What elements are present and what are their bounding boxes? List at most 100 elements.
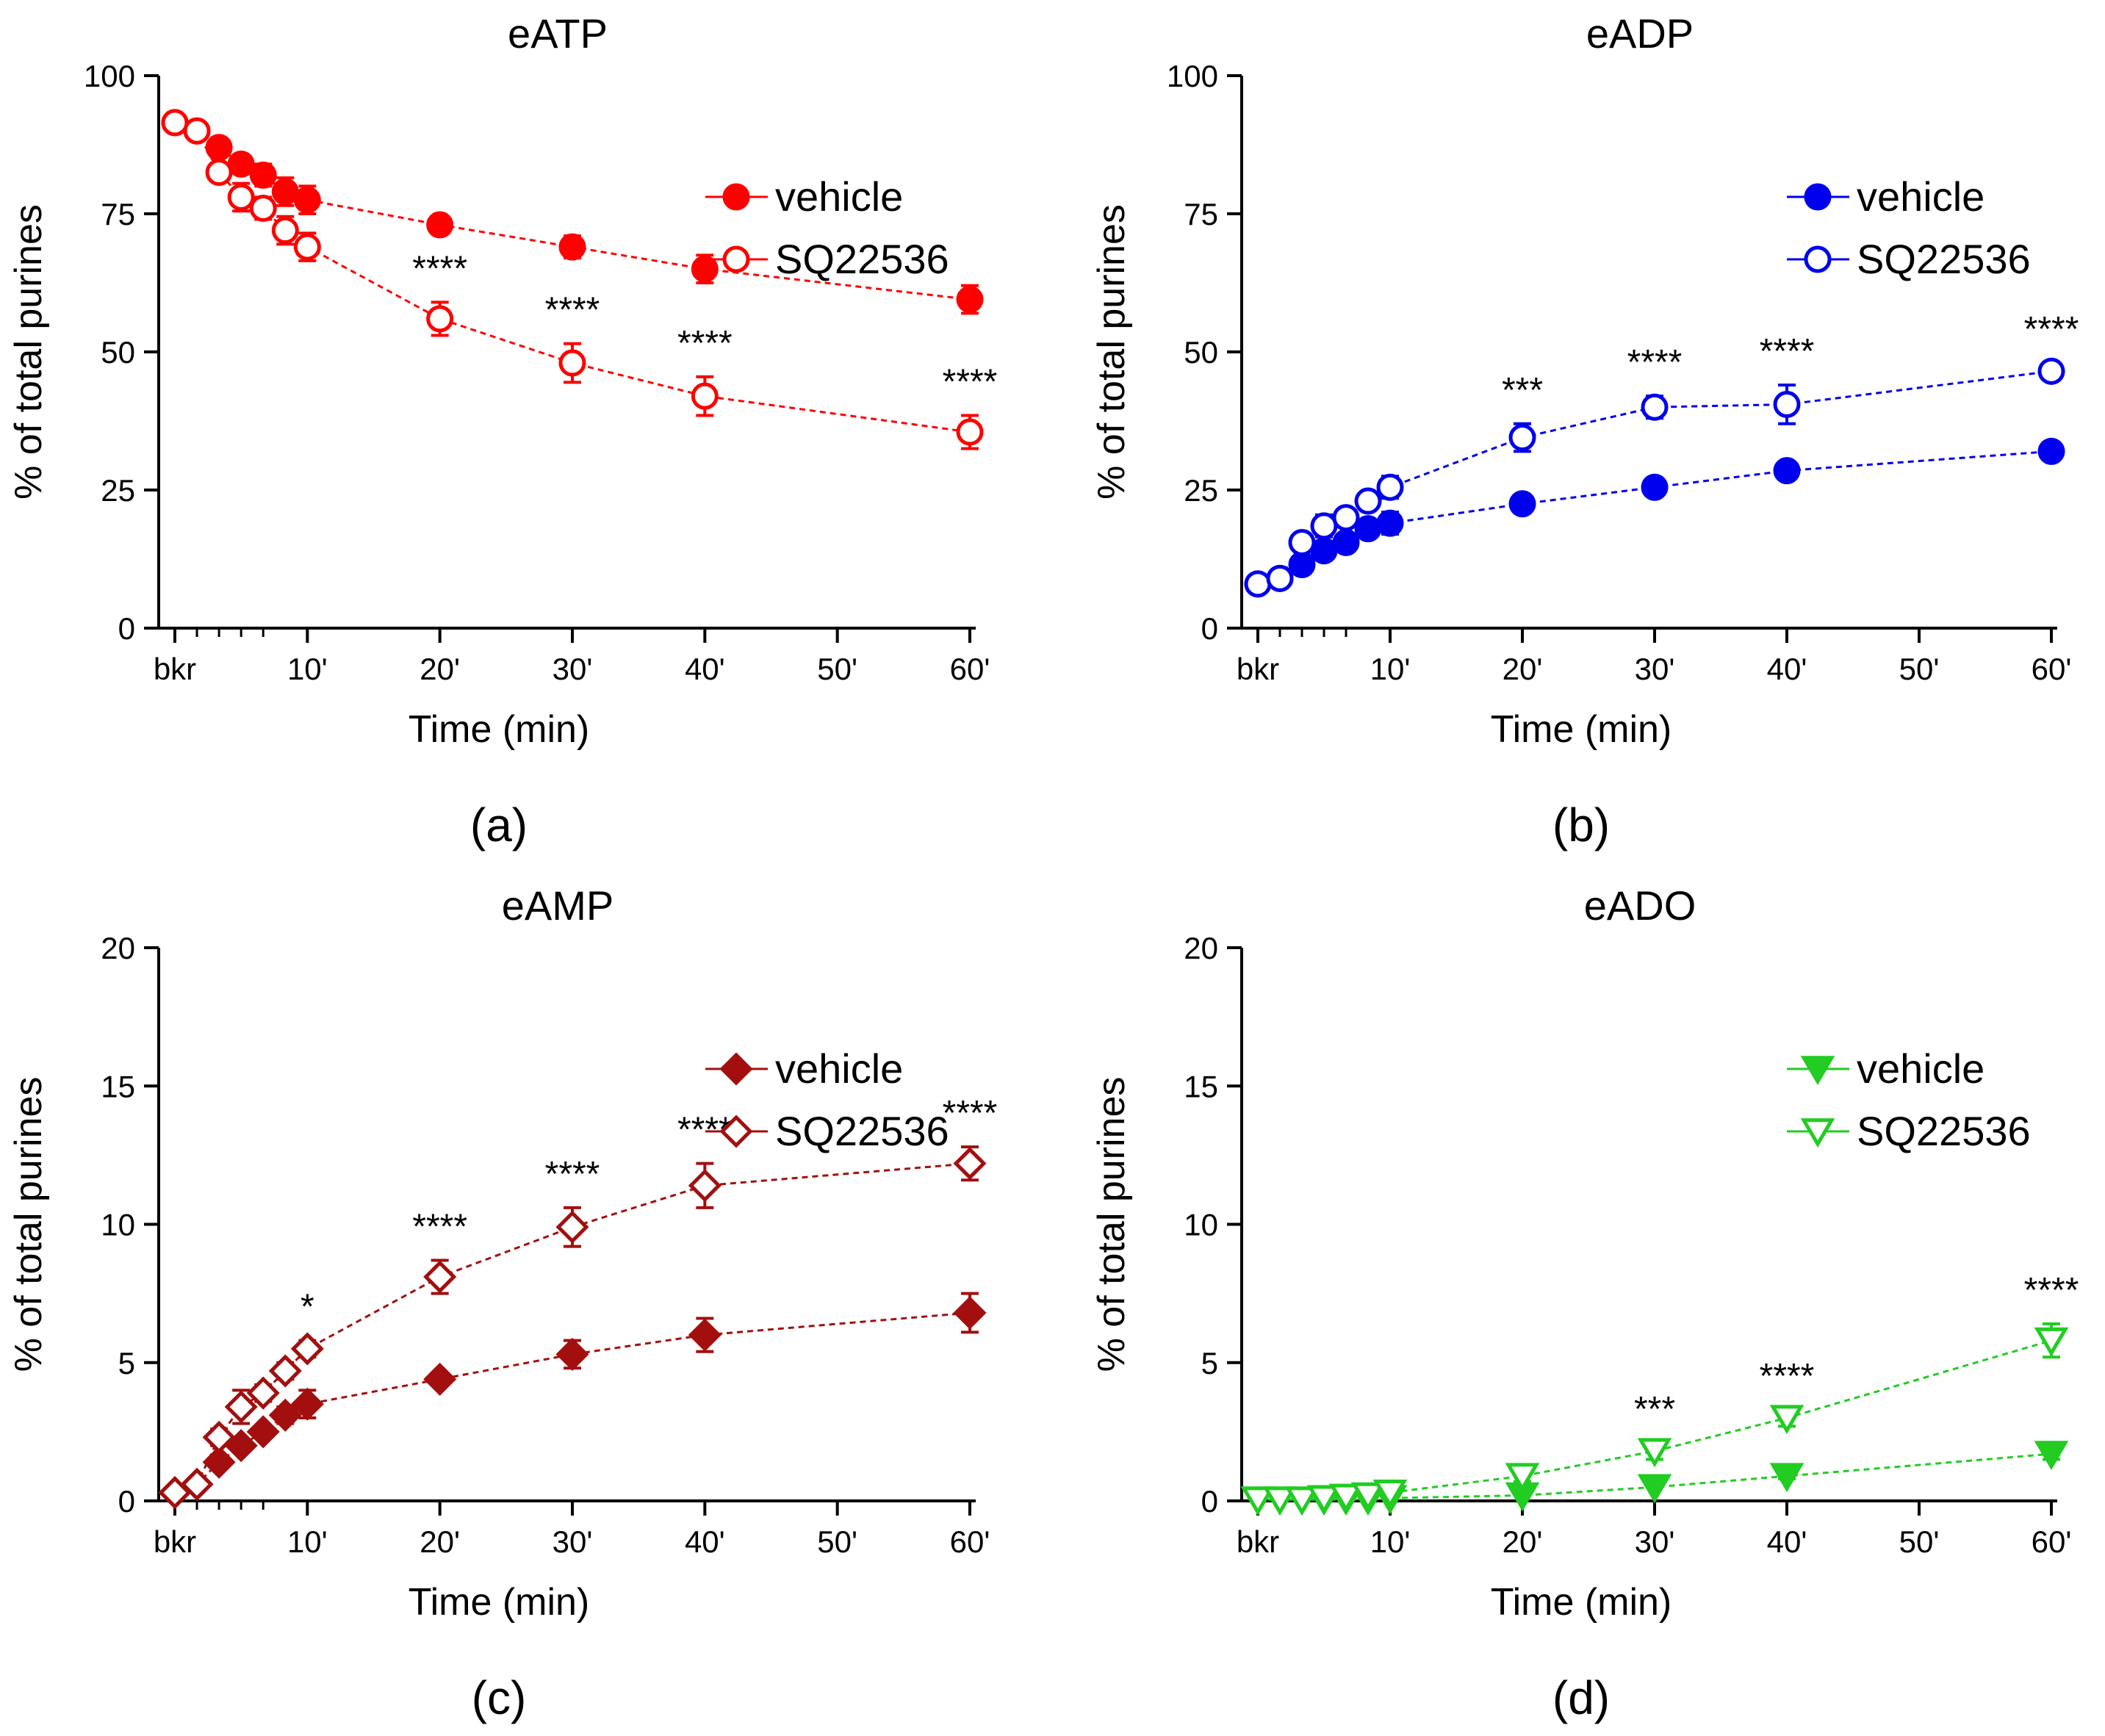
data-point	[1288, 528, 1316, 556]
data-point	[1376, 473, 1404, 501]
legend-label: vehicle	[775, 173, 903, 220]
legend-marker	[1804, 245, 1832, 273]
data-point	[1262, 1486, 1298, 1516]
y-tick-label: 75	[1184, 197, 1218, 231]
data-point	[1773, 390, 1801, 418]
significance-marker: ****	[545, 291, 600, 330]
legend-marker	[722, 245, 750, 273]
significance-marker: ****	[2024, 310, 2079, 349]
data-point	[1769, 1463, 1804, 1493]
x-tick-label: bkr	[1237, 652, 1279, 686]
series-line	[1257, 450, 2052, 586]
data-point	[1328, 1483, 1364, 1513]
legend-label: SQ22536	[775, 1108, 949, 1154]
data-point	[426, 305, 454, 333]
significance-marker: ****	[412, 1207, 467, 1246]
data-point	[1240, 1486, 1275, 1516]
y-tick-label: 25	[101, 473, 135, 508]
x-axis-label: Time (min)	[1491, 1581, 1672, 1624]
data-point	[1773, 457, 1801, 485]
significance-marker: ****	[2024, 1271, 2079, 1310]
data-point	[1641, 473, 1669, 501]
data-point	[202, 1420, 236, 1454]
data-point	[290, 1332, 324, 1366]
y-tick-label: 5	[1201, 1346, 1218, 1380]
x-tick-label: 50'	[1899, 652, 1940, 686]
x-tick-label: 10'	[1370, 652, 1411, 686]
series-vehicle	[1244, 437, 2065, 598]
data-point	[1508, 490, 1536, 518]
chart-title: eATP	[508, 10, 608, 57]
series-sq22536	[1240, 1322, 2069, 1516]
significance-marker: ***	[1634, 1390, 1675, 1429]
chart-panel-2: eADP 0 25 50 75 100 % of total purines bkr 10' 20…	[1090, 10, 2079, 851]
significance-marker: ***	[1502, 371, 1543, 410]
x-tick-label: 40'	[685, 1524, 725, 1559]
x-tick-label: 30'	[1635, 652, 1675, 686]
data-point	[1505, 1463, 1540, 1493]
x-axis-label: Time (min)	[409, 1581, 590, 1624]
panel-label: (b)	[1552, 799, 1610, 851]
significance-marker: ****	[412, 249, 467, 288]
chart-panel-1: eATP 0 25 50 75 100 % of total purines bkr 10' 20…	[7, 10, 997, 851]
legend-label: vehicle	[1857, 1045, 1985, 1092]
data-point	[205, 159, 233, 187]
data-point	[268, 1354, 302, 1388]
data-point	[1376, 509, 1404, 537]
x-tick-label: 40'	[685, 652, 725, 686]
data-point	[1284, 1486, 1320, 1516]
x-axis-label: Time (min)	[409, 708, 590, 751]
data-point	[293, 233, 321, 261]
y-axis-label: % of total purines	[7, 1077, 50, 1372]
x-tick-label: 60'	[950, 652, 990, 686]
x-tick-label: 20'	[1503, 1524, 1543, 1559]
legend-label: vehicle	[1857, 173, 1985, 220]
x-tick-label: 20'	[420, 652, 460, 686]
data-point	[956, 286, 984, 314]
data-point	[2037, 437, 2065, 465]
x-tick-label: 40'	[1767, 1524, 1807, 1559]
legend: vehicle SQ22536	[1787, 1045, 2031, 1154]
series-line	[174, 1162, 971, 1494]
x-tick-label: bkr	[154, 652, 196, 686]
data-point	[249, 161, 277, 189]
data-point	[1641, 393, 1669, 421]
data-point	[555, 1337, 589, 1371]
data-point	[1350, 1482, 1386, 1512]
data-point	[956, 418, 984, 446]
data-point	[1288, 551, 1316, 579]
y-tick-label: 15	[1184, 1069, 1218, 1103]
data-point	[1244, 570, 1272, 598]
legend-marker	[722, 183, 750, 211]
legend: vehicle SQ22536	[705, 173, 949, 282]
data-point	[688, 1169, 722, 1203]
data-point	[161, 109, 189, 137]
data-point	[246, 1415, 280, 1449]
y-tick-label: 20	[1184, 931, 1218, 965]
data-point	[227, 183, 255, 211]
data-point	[224, 1390, 258, 1424]
data-point	[1354, 487, 1382, 515]
legend-marker	[1800, 1056, 1835, 1086]
significance-marker: ****	[545, 1155, 600, 1194]
y-tick-label: 5	[118, 1346, 135, 1380]
legend-label: SQ22536	[1857, 1108, 2031, 1154]
panel-label: (c)	[472, 1671, 527, 1724]
significance-marker: ****	[1760, 332, 1815, 371]
data-point	[1508, 424, 1536, 452]
data-point	[293, 186, 321, 214]
data-point	[423, 1362, 457, 1396]
data-point	[426, 211, 454, 239]
data-point	[227, 150, 255, 178]
data-point	[688, 1318, 722, 1352]
data-point	[2037, 357, 2065, 385]
x-tick-label: 30'	[553, 652, 593, 686]
y-tick-label: 10	[1184, 1208, 1218, 1242]
y-tick-label: 25	[1184, 473, 1218, 508]
data-point	[558, 233, 586, 261]
data-point	[953, 1296, 987, 1330]
data-point	[183, 117, 211, 145]
x-tick-label: 50'	[817, 1524, 857, 1559]
y-tick-label: 20	[101, 931, 135, 965]
